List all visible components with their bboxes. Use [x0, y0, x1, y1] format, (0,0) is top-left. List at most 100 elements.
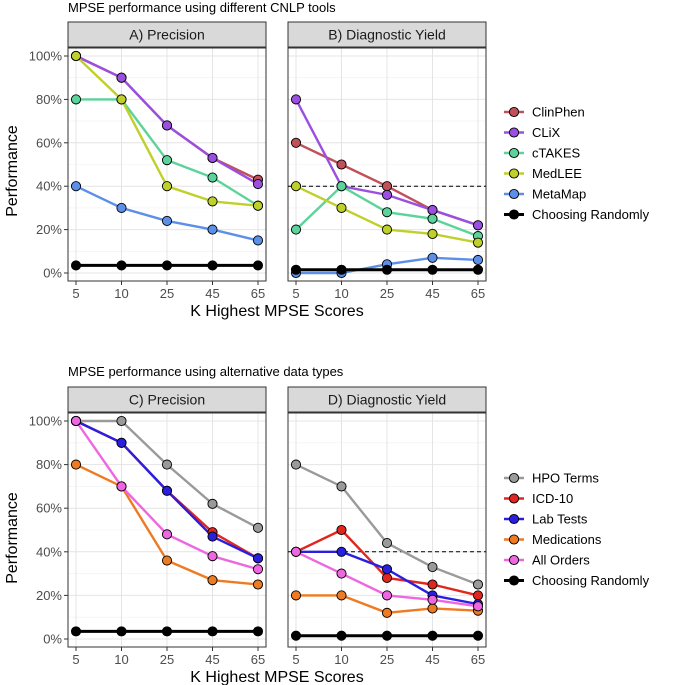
data-point — [161, 626, 173, 637]
data-point — [427, 630, 438, 641]
legend-key-point — [508, 493, 520, 504]
data-point — [70, 181, 82, 192]
data-point — [70, 626, 82, 637]
x-axis-title-bottom: K Highest MPSE Scores — [190, 669, 363, 685]
data-point — [381, 607, 393, 618]
panel-b: B) Diagnostic Yield 5 10 25 45 65 — [287, 21, 487, 301]
legend-label: MedLEE — [532, 166, 582, 181]
y-tick-label: 20% — [36, 222, 62, 237]
data-point — [70, 94, 82, 105]
data-point — [290, 264, 302, 275]
data-point — [427, 252, 438, 263]
data-point — [472, 579, 484, 590]
data-point — [116, 94, 127, 105]
legend-key-point — [508, 534, 520, 545]
data-point — [381, 207, 393, 218]
data-point — [116, 415, 127, 427]
data-point — [336, 524, 347, 536]
data-point — [381, 181, 393, 192]
data-point — [336, 568, 347, 579]
y-tick-label: 60% — [36, 135, 62, 150]
data-point — [207, 224, 218, 235]
data-point — [336, 181, 347, 192]
x-tick-label: 45 — [205, 286, 219, 301]
data-point — [290, 459, 302, 470]
data-point — [252, 260, 264, 271]
data-point — [290, 590, 302, 601]
panel-strip — [67, 386, 267, 413]
data-point — [252, 579, 264, 590]
data-point — [427, 213, 438, 224]
data-point — [207, 152, 218, 164]
data-point — [116, 72, 127, 83]
legend-key-point — [508, 575, 520, 586]
x-tick-label: 45 — [425, 652, 439, 667]
data-point — [336, 481, 347, 492]
data-point — [290, 224, 302, 235]
legend-key-point — [508, 209, 520, 220]
legend-key-point — [508, 147, 520, 159]
x-tick-label: 25 — [160, 652, 174, 667]
data-point — [472, 601, 484, 612]
panel-title: D) Diagnostic Yield — [328, 392, 446, 408]
data-point — [207, 260, 218, 271]
data-point — [427, 562, 438, 573]
data-point — [70, 260, 82, 271]
data-point — [161, 485, 173, 496]
x-tick-label: 65 — [471, 652, 485, 667]
data-point — [427, 264, 438, 275]
x-tick-label: 10 — [334, 652, 348, 667]
data-point — [207, 575, 218, 586]
y-tick-label: 40% — [36, 179, 62, 194]
panel-strip — [287, 386, 487, 413]
data-point — [252, 178, 264, 190]
x-tick-label: 10 — [114, 286, 128, 301]
data-point — [252, 626, 264, 637]
data-point — [70, 415, 82, 427]
data-point — [336, 590, 347, 601]
data-point — [116, 626, 127, 637]
legend-label: All Orders — [532, 553, 590, 568]
legend-key-point — [508, 472, 520, 484]
x-tick-label: 5 — [72, 652, 79, 667]
data-point — [381, 564, 393, 575]
legend-label: ClinPhen — [532, 105, 585, 120]
x-tick-label: 25 — [380, 652, 394, 667]
data-point — [161, 215, 173, 226]
data-point — [116, 481, 127, 492]
panel-a: A) Precision 0% 20% 40% 60% 80% 100% 5 10 25 45 65 — [29, 21, 267, 301]
data-point — [381, 224, 393, 235]
data-point — [207, 531, 218, 542]
data-point — [207, 626, 218, 637]
data-point — [161, 155, 173, 166]
x-tick-label: 25 — [160, 286, 174, 301]
panel-title: B) Diagnostic Yield — [328, 27, 446, 43]
legend-top: ClinPhen CLiX cTAKES MedLEE MetaMap Choosing … — [504, 105, 650, 222]
y-tick-label: 0% — [43, 632, 62, 647]
x-tick-label: 65 — [251, 652, 265, 667]
data-point — [161, 181, 173, 192]
y-tick-label: 60% — [36, 501, 62, 516]
legend-label: MetaMap — [532, 187, 586, 202]
data-point — [207, 196, 218, 207]
section-title-top: MPSE performance using different CNLP to… — [68, 0, 336, 15]
data-point — [472, 237, 484, 248]
legend-label: Medications — [532, 532, 602, 547]
y-tick-label: 40% — [36, 544, 62, 559]
data-point — [427, 228, 438, 239]
data-point — [472, 630, 484, 641]
y-tick-label: 20% — [36, 588, 62, 603]
data-point — [472, 264, 484, 275]
data-point — [336, 546, 347, 557]
x-tick-label: 45 — [205, 652, 219, 667]
legend-label: Choosing Randomly — [532, 573, 650, 588]
data-point — [336, 159, 347, 170]
data-point — [427, 579, 438, 590]
data-point — [290, 94, 302, 105]
y-axis-title-bottom: Performance — [4, 492, 21, 584]
x-tick-label: 10 — [114, 652, 128, 667]
data-point — [336, 630, 347, 641]
panel-strip — [287, 21, 487, 48]
data-point — [336, 202, 347, 213]
